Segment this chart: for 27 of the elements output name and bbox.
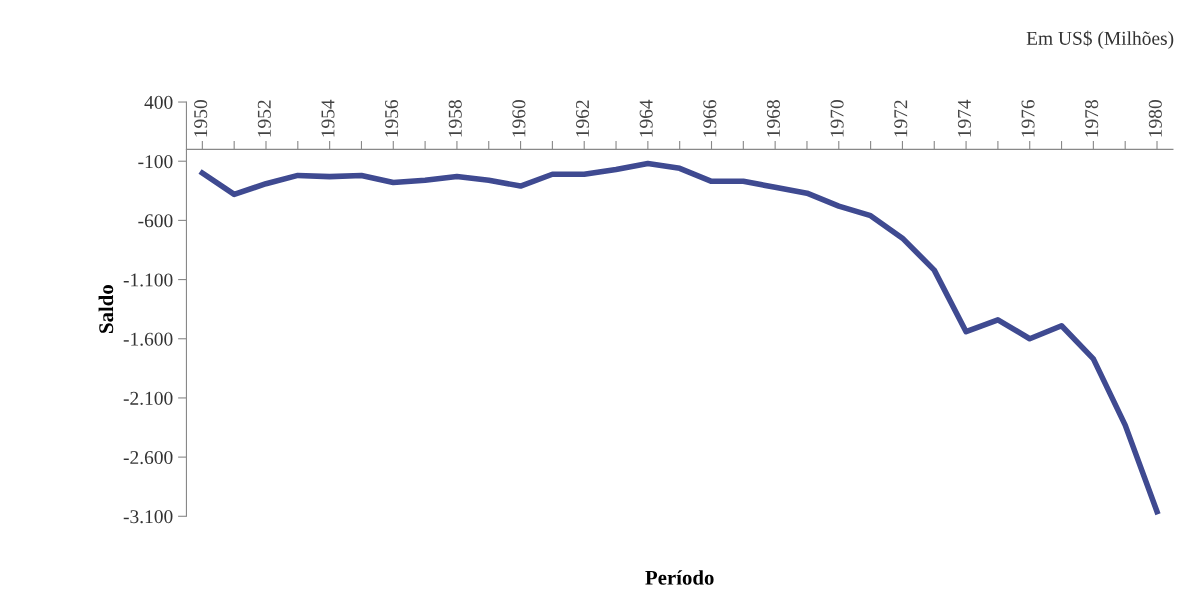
y-tick-label: -3.100 [123, 510, 173, 524]
x-tick-label: 1964 [639, 99, 653, 137]
y-tick-label: -600 [138, 214, 173, 228]
x-tick-label: 1960 [512, 100, 526, 137]
y-tick-label: -1.100 [123, 273, 173, 287]
x-tick-label: 1974 [957, 99, 971, 137]
x-tick-label: 1978 [1085, 100, 1099, 137]
x-tick-label: 1966 [703, 99, 717, 137]
x-tick-label: 1956 [385, 99, 399, 137]
y-tick-label: 400 [144, 95, 173, 109]
text: Em US$ (Milhões) [1026, 30, 1174, 49]
x-tick-label: 1968 [766, 100, 781, 137]
x-tick-label: 1952 [257, 100, 271, 137]
x-tick-label: 1976 [1021, 99, 1035, 137]
x-tick-label: 1962 [576, 100, 590, 137]
x-tick-label: 1980 [1148, 100, 1162, 137]
x-tick-label: 1972 [894, 100, 908, 137]
y-tick-label: -1.600 [123, 332, 173, 346]
y-tick-label: -100 [138, 155, 173, 169]
x-tick-label: 1958 [448, 100, 462, 137]
x-tick-label: 1954 [321, 99, 335, 137]
x-tick-label: 1970 [830, 100, 844, 137]
y-tick-label: -2.100 [123, 391, 173, 405]
y-tick-label: -2.600 [123, 450, 173, 465]
y-axis-title: Saldo [98, 285, 114, 333]
x-axis-title: Período [645, 570, 714, 585]
x-tick-label: 1950 [194, 100, 208, 137]
